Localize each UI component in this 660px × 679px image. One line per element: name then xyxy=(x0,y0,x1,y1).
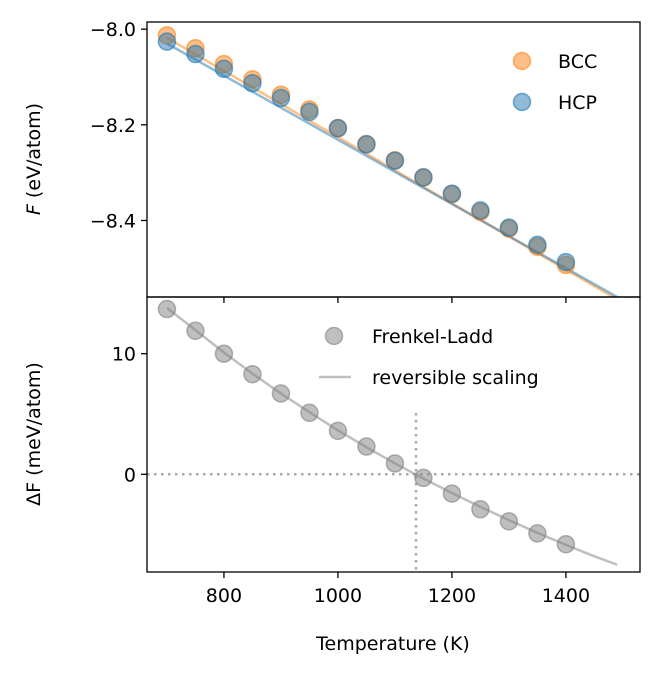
bottom-axes-frame xyxy=(146,296,641,573)
x-axis-label: Temperature (K) xyxy=(315,633,470,655)
x-tick-label: 1000 xyxy=(314,585,362,607)
data-point-hcp xyxy=(186,44,205,64)
data-point-frenkel-ladd xyxy=(300,403,319,423)
data-point-hcp xyxy=(300,102,319,122)
top-legend: BCC HCP xyxy=(512,51,597,114)
top-y-ticks: −8.0 −8.2 −8.4 xyxy=(90,19,147,232)
data-point-frenkel-ladd xyxy=(528,524,547,543)
data-point-hcp xyxy=(499,218,519,237)
bottom-y-axis-label: ΔF (meV/atom) xyxy=(23,362,45,506)
x-tick-label: 1400 xyxy=(542,585,590,607)
x-tick-label: 1200 xyxy=(428,585,476,607)
bottom-y-ticks: 0 10 xyxy=(112,344,147,486)
data-point-hcp xyxy=(271,88,291,108)
data-point-hcp xyxy=(157,32,177,51)
y-tick-label: −8.0 xyxy=(90,19,136,41)
top-x-ticks xyxy=(223,297,567,303)
data-point-hcp xyxy=(385,151,405,170)
data-point-hcp xyxy=(442,184,462,203)
legend-marker-hcp xyxy=(512,92,532,112)
legend-marker-bcc xyxy=(512,51,532,71)
bottom-x-ticks: 800 1000 1200 1400 xyxy=(206,572,590,607)
series-line-hcp xyxy=(166,42,618,297)
y-tick-label: −8.2 xyxy=(90,115,136,137)
free-energy-difference-panel: 0 10 800 1000 1200 1400 ΔF (meV/atom) Temper… xyxy=(23,296,641,655)
data-point-hcp xyxy=(414,168,433,187)
data-point-frenkel-ladd xyxy=(556,535,576,554)
data-point-frenkel-ladd xyxy=(214,344,234,363)
legend-label-hcp: HCP xyxy=(558,92,597,114)
top-y-axis-label: F (eV/atom) xyxy=(23,103,45,215)
data-point-hcp xyxy=(243,73,262,93)
legend-label-bcc: BCC xyxy=(558,51,597,73)
data-point-frenkel-ladd xyxy=(357,437,376,456)
data-point-hcp xyxy=(528,235,547,255)
data-point-frenkel-ladd xyxy=(157,299,177,319)
x-tick-label: 800 xyxy=(206,585,242,607)
data-point-hcp xyxy=(328,118,348,138)
data-point-frenkel-ladd xyxy=(471,500,490,519)
y-tick-label: 0 xyxy=(124,464,136,486)
data-point-hcp xyxy=(357,135,376,154)
y-tick-label: −8.4 xyxy=(90,210,136,232)
data-point-hcp xyxy=(214,59,234,79)
data-point-frenkel-ladd xyxy=(271,384,291,403)
free-energy-panel: −8.0 −8.2 −8.4 F (eV/atom) BCC HCP xyxy=(23,19,641,303)
data-point-hcp xyxy=(556,252,576,272)
data-point-frenkel-ladd xyxy=(442,484,462,503)
y-tick-label: 10 xyxy=(112,344,136,366)
legend-label-reversible-scaling: reversible scaling xyxy=(372,367,539,389)
data-point-frenkel-ladd xyxy=(243,364,262,384)
legend-marker-frenkel-ladd xyxy=(324,326,344,346)
data-point-frenkel-ladd xyxy=(414,468,433,488)
bottom-plot-area xyxy=(147,299,640,572)
data-point-frenkel-ladd xyxy=(499,512,519,531)
data-point-frenkel-ladd xyxy=(385,454,405,473)
top-plot-area xyxy=(157,26,618,297)
data-point-frenkel-ladd xyxy=(328,421,348,441)
bottom-legend: Frenkel-Ladd reversible scaling xyxy=(319,326,539,389)
legend-label-frenkel-ladd: Frenkel-Ladd xyxy=(372,326,493,348)
data-point-frenkel-ladd xyxy=(186,321,205,341)
data-point-hcp xyxy=(471,201,490,220)
